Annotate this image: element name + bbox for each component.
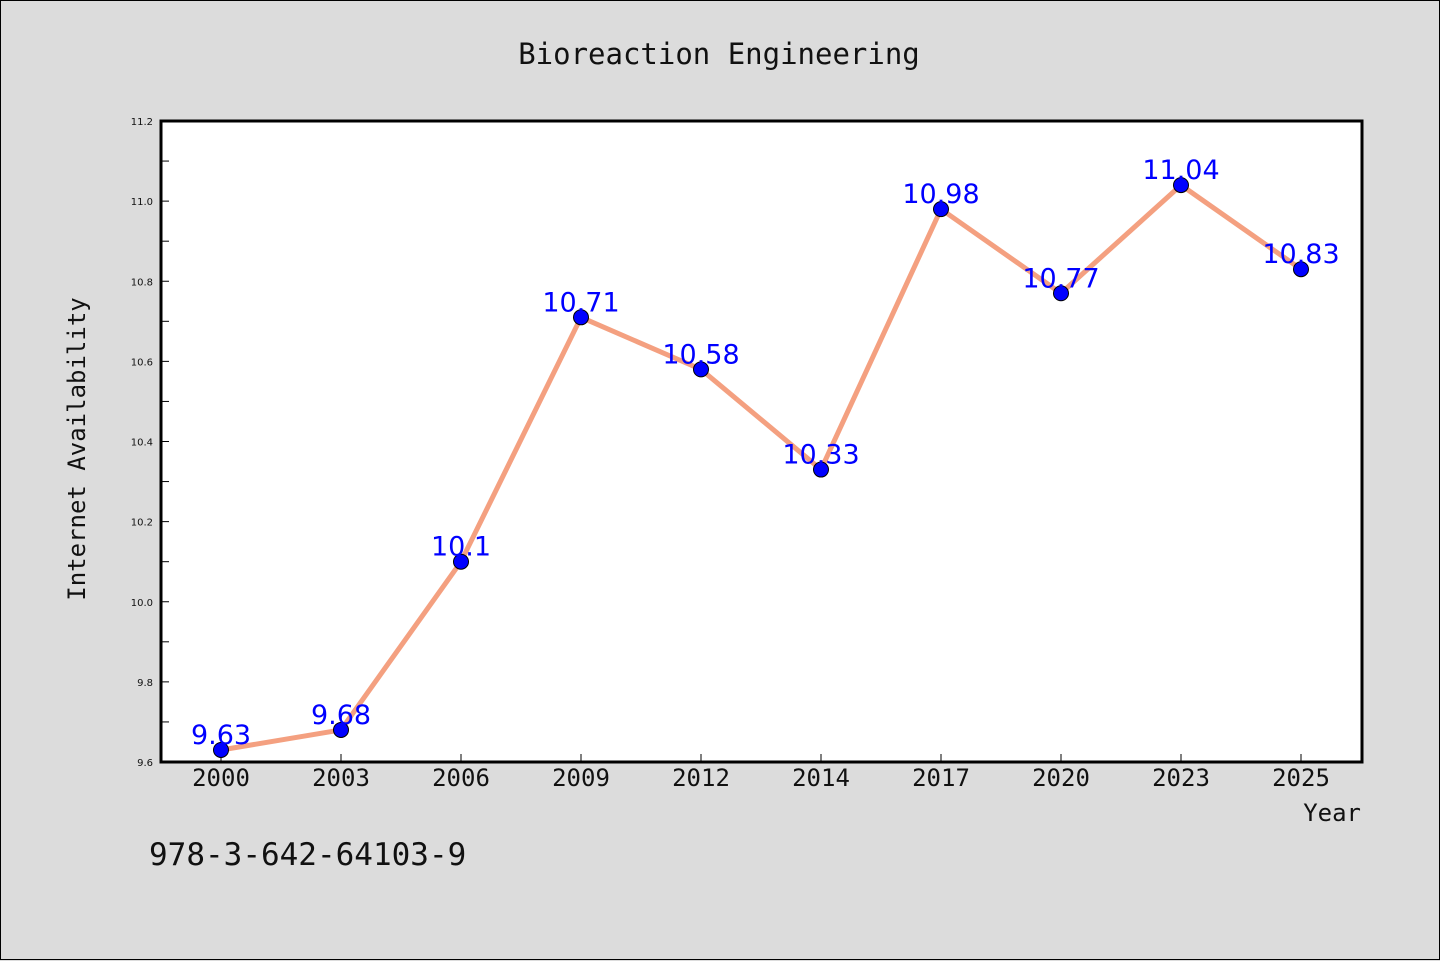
data-label: 10.33 (782, 440, 859, 471)
data-label: 10.71 (542, 287, 619, 318)
y-axis-label: Internet Availability (63, 297, 91, 600)
data-point (1053, 285, 1069, 302)
plot-area: 9.6 9.8 10.0 10.2 10.4 10.6 10.8 11.0 11.2 2000 20… (131, 117, 1364, 792)
data-label: 9.68 (311, 700, 371, 731)
isbn-text: 978-3-642-64103-9 (149, 837, 466, 873)
data-label: 11.04 (1142, 155, 1219, 186)
x-tick-label: 2023 (1152, 764, 1210, 792)
x-tick-label: 2009 (552, 764, 610, 792)
data-label: 9.63 (191, 720, 251, 751)
x-tick-label: 2000 (192, 764, 250, 792)
data-label: 10.58 (662, 339, 739, 370)
data-point (573, 309, 589, 326)
plot-frame (159, 119, 1364, 764)
x-tick-label: 2017 (912, 764, 970, 792)
x-axis-label: Year (1303, 799, 1361, 827)
data-point (813, 461, 829, 478)
x-tick-label: 2014 (792, 764, 850, 792)
x-tick-label: 2020 (1032, 764, 1090, 792)
data-point (1173, 177, 1189, 194)
x-tick-label: 2003 (312, 764, 370, 792)
x-tick-label: 2025 (1272, 764, 1330, 792)
y-tick-label: 10.6 (131, 357, 153, 368)
y-tick-label: 10.2 (131, 518, 153, 529)
data-point (333, 721, 349, 738)
y-tick-label: 10.4 (131, 438, 153, 449)
data-point (453, 553, 469, 570)
y-tick-label: 11.2 (131, 117, 153, 128)
y-tick-label: 10.0 (131, 598, 153, 609)
data-label: 10.83 (1262, 239, 1339, 270)
y-tick-label: 9.6 (137, 758, 153, 769)
data-label: 10.77 (1022, 263, 1099, 294)
series-line (218, 182, 1304, 753)
data-point (933, 201, 949, 218)
y-tick-label: 10.8 (131, 277, 153, 288)
data-point (213, 741, 229, 758)
data-point (1293, 261, 1309, 278)
chart-title: Bioreaction Engineering (518, 37, 920, 71)
data-point (693, 361, 709, 378)
x-tick-label: 2006 (432, 764, 490, 792)
data-label: 10.98 (902, 179, 979, 210)
y-tick-label: 11.0 (131, 197, 153, 208)
data-label: 10.1 (431, 532, 491, 563)
x-tick-label: 2012 (672, 764, 730, 792)
y-tick-label: 9.8 (137, 678, 153, 689)
